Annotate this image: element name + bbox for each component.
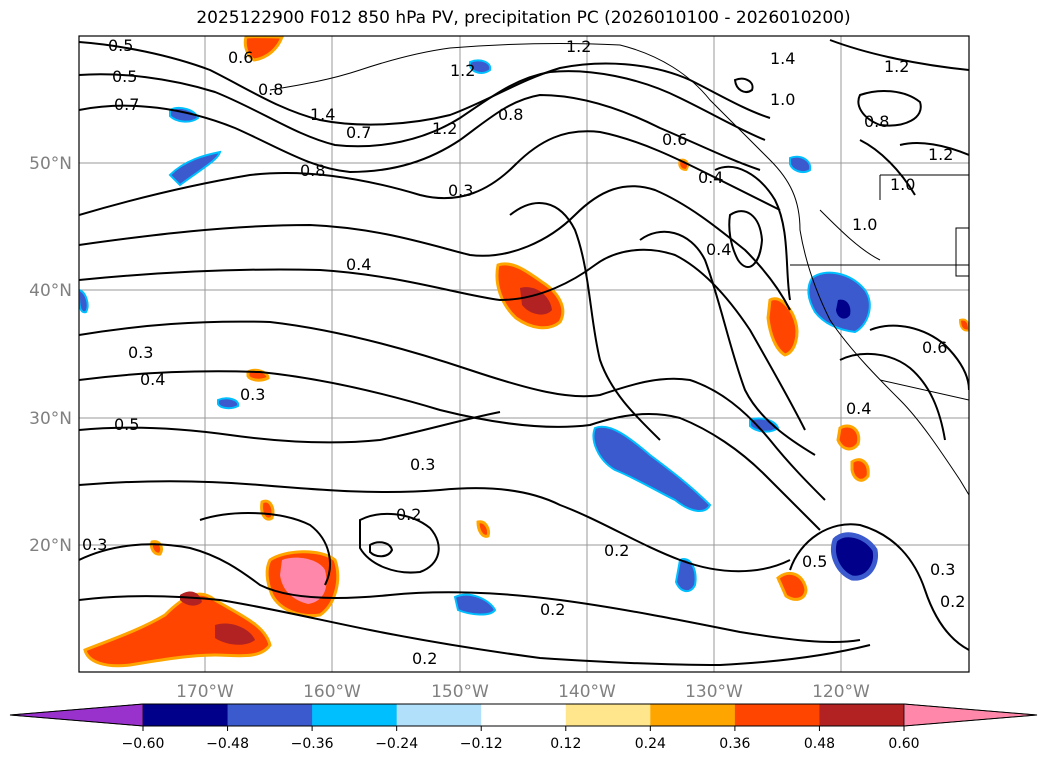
lon-label: 170°W xyxy=(176,682,234,702)
contour-label: 0.4 xyxy=(698,168,723,187)
colorbar-tick-label: −0.48 xyxy=(206,736,249,752)
colorbar-tick-label: −0.12 xyxy=(460,736,503,752)
colorbar-cell xyxy=(650,704,736,726)
contour-label: 0.2 xyxy=(540,600,565,619)
contour-label: 0.5 xyxy=(114,415,139,434)
negative-precip-areas xyxy=(79,59,879,616)
contour-label: 0.2 xyxy=(396,505,421,524)
contour-label: 0.4 xyxy=(346,255,371,274)
contour-label: 0.3 xyxy=(240,385,265,404)
colorbar-cell xyxy=(312,704,398,726)
colorbar-tick-label: 0.36 xyxy=(719,736,750,752)
latitude-labels: 50°N 40°N 30°N 20°N xyxy=(29,154,72,556)
contour-label: 0.8 xyxy=(864,112,889,131)
contour-label: 1.2 xyxy=(450,61,475,80)
contour-label: 0.3 xyxy=(128,343,153,362)
coastlines xyxy=(269,43,969,496)
colorbar-cell xyxy=(396,704,482,726)
contour-label: 1.4 xyxy=(770,49,795,68)
contour-label: 1.2 xyxy=(884,57,909,76)
map-border xyxy=(78,35,970,673)
contour-label: 0.8 xyxy=(498,105,523,124)
lon-label: 120°W xyxy=(812,682,870,702)
contour-label: 1.0 xyxy=(770,90,795,109)
pv-contours xyxy=(79,39,969,667)
map-title: 2025122900 F012 850 hPa PV, precipitatio… xyxy=(196,8,851,28)
colorbar-cell xyxy=(819,704,905,726)
colorbar-cell xyxy=(565,704,651,726)
lat-label: 30°N xyxy=(29,409,72,429)
colorbar-cell xyxy=(481,704,567,726)
map-frame xyxy=(79,36,969,672)
lon-label: 130°W xyxy=(685,682,743,702)
contour-label: 0.8 xyxy=(300,161,325,180)
contour-label: 1.2 xyxy=(928,145,953,164)
colorbar-tick-label: 0.60 xyxy=(888,736,919,752)
contour-label: 0.5 xyxy=(112,67,137,86)
contour-label: 0.3 xyxy=(930,560,955,579)
contour-label: 0.3 xyxy=(82,535,107,554)
colorbar-tick-label: −0.36 xyxy=(291,736,334,752)
colorbar-cell xyxy=(734,704,820,726)
contour-label: 1.4 xyxy=(310,105,335,124)
lon-label: 160°W xyxy=(303,682,361,702)
contour-label: 0.4 xyxy=(706,240,731,259)
colorbar-tick-label: 0.12 xyxy=(550,736,581,752)
colorbar: −0.60 −0.48 −0.36 −0.24 −0.12 0.12 0.24 0.36 0.4… xyxy=(9,703,1038,752)
contour-label: 0.2 xyxy=(412,649,437,668)
contour-labels: 0.5 0.6 0.8 1.2 1.4 1.2 1.0 0.5 0.7 1.2 … xyxy=(82,36,965,668)
contour-label: 0.4 xyxy=(846,399,871,418)
lat-label: 50°N xyxy=(29,154,72,174)
contour-label: 1.0 xyxy=(852,215,877,234)
colorbar-cell xyxy=(227,704,313,726)
contour-label: 0.2 xyxy=(940,592,965,611)
lat-label: 20°N xyxy=(29,536,72,556)
contour-label: 0.4 xyxy=(140,370,165,389)
contour-label: 0.6 xyxy=(922,338,947,357)
contour-label: 0.5 xyxy=(802,552,827,571)
contour-label: 0.3 xyxy=(448,181,473,200)
colorbar-cell xyxy=(143,704,229,726)
contour-label: 0.2 xyxy=(604,541,629,560)
positive-precip-areas xyxy=(83,36,969,668)
contour-label: 0.3 xyxy=(410,455,435,474)
lat-label: 40°N xyxy=(29,281,72,301)
longitude-labels: 170°W 160°W 150°W 140°W 130°W 120°W xyxy=(176,682,870,702)
contour-label: 1.0 xyxy=(890,175,915,194)
contour-label: 0.6 xyxy=(228,48,253,67)
colorbar-tick-label: −0.24 xyxy=(375,736,418,752)
contour-label: 0.5 xyxy=(108,36,133,55)
colorbar-extend-high xyxy=(903,703,1038,727)
lon-label: 150°W xyxy=(431,682,489,702)
contour-label: 0.7 xyxy=(114,95,139,114)
contour-label: 0.7 xyxy=(346,123,371,142)
colorbar-tick-label: −0.60 xyxy=(122,736,165,752)
lon-label: 140°W xyxy=(558,682,616,702)
colorbar-tick-label: 0.48 xyxy=(804,736,835,752)
contour-label: 0.6 xyxy=(662,130,687,149)
contour-label: 1.2 xyxy=(432,119,457,138)
contour-label: 1.2 xyxy=(566,37,591,56)
colorbar-extend-low xyxy=(9,703,144,727)
contour-label: 0.8 xyxy=(258,80,283,99)
colorbar-tick-label: 0.24 xyxy=(635,736,666,752)
